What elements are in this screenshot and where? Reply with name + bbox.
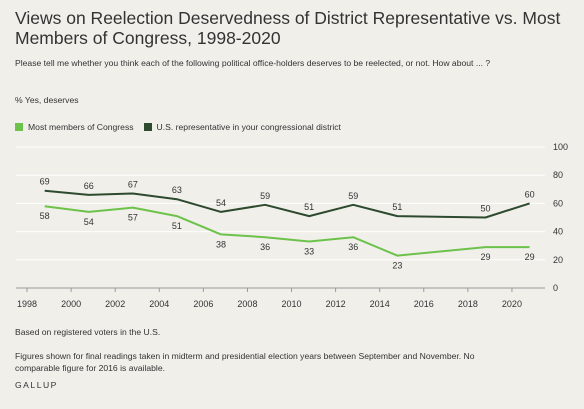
y-tick-label: 20: [553, 255, 563, 265]
x-tick-label: 2012: [326, 299, 346, 309]
note-sample: Based on registered voters in the U.S.: [15, 327, 161, 337]
legend-item-district: U.S. representative in your congressiona…: [143, 122, 341, 132]
legend-item-congress: Most members of Congress: [15, 122, 134, 132]
data-label-congress: 33: [304, 246, 314, 256]
data-label-district: 69: [40, 177, 50, 187]
legend-label-district: U.S. representative in your congressiona…: [156, 122, 341, 132]
data-label-district: 67: [128, 180, 138, 190]
chart-title: Views on Reelection Deservedness of Dist…: [15, 8, 561, 48]
y-tick-label: 0: [553, 283, 558, 293]
x-tick-label: 2018: [458, 299, 478, 309]
gallup-logo: GALLUP: [15, 380, 58, 390]
legend-swatch-congress: [15, 123, 23, 131]
x-tick-label: 1998: [17, 299, 37, 309]
data-label-district: 63: [172, 185, 182, 195]
data-label-congress: 38: [216, 239, 226, 249]
data-label-district: 59: [348, 191, 358, 201]
y-tick-label: 40: [553, 227, 563, 237]
x-tick-label: 2010: [282, 299, 302, 309]
data-label-congress: 36: [348, 242, 358, 252]
data-label-congress: 51: [172, 221, 182, 231]
x-tick-label: 2020: [502, 299, 522, 309]
y-tick-label: 80: [553, 170, 563, 180]
data-label-congress: 23: [392, 261, 402, 271]
data-label-congress: 58: [40, 211, 50, 221]
data-label-congress: 29: [525, 252, 535, 262]
x-tick-label: 2008: [237, 299, 257, 309]
data-label-congress: 54: [84, 217, 94, 227]
x-tick-label: 2004: [149, 299, 169, 309]
survey-question: Please tell me whether you think each of…: [15, 58, 491, 68]
x-tick-label: 2016: [414, 299, 434, 309]
unit-label: % Yes, deserves: [15, 95, 79, 105]
y-tick-label: 100: [553, 142, 568, 152]
y-tick-label: 60: [553, 198, 563, 208]
data-label-congress: 36: [260, 242, 270, 252]
data-label-district: 50: [480, 204, 490, 214]
note-method: Figures shown for final readings taken i…: [15, 351, 475, 373]
data-label-district: 54: [216, 198, 226, 208]
data-label-district: 60: [525, 189, 535, 199]
x-tick-label: 2000: [61, 299, 81, 309]
series-line-congress: [44, 205, 530, 257]
data-label-district: 51: [392, 202, 402, 212]
data-label-congress: 57: [128, 213, 138, 223]
legend-swatch-district: [143, 123, 152, 131]
series-line-district: [44, 189, 530, 219]
data-label-congress: 29: [480, 252, 490, 262]
legend-label-congress: Most members of Congress: [28, 122, 134, 132]
x-tick-label: 2002: [105, 299, 125, 309]
data-label-district: 59: [260, 191, 270, 201]
x-tick-label: 2006: [193, 299, 213, 309]
legend: Most members of Congress U.S. representa…: [15, 122, 351, 132]
data-label-district: 51: [304, 202, 314, 212]
data-label-district: 66: [84, 181, 94, 191]
x-tick-label: 2014: [370, 299, 390, 309]
